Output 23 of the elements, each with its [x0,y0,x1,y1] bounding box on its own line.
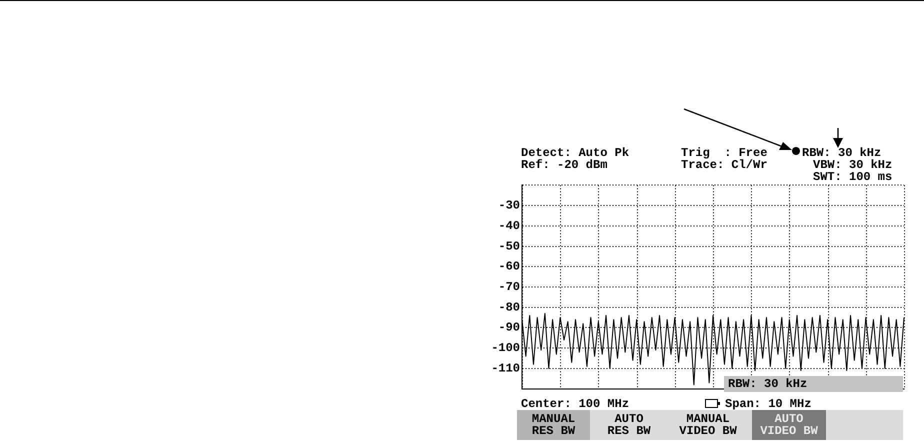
text: Detect: Auto Pk [521,146,630,160]
text: SWT: 100 ms [813,170,892,184]
text: Trace: Cl/Wr [681,158,768,172]
y-tick-label: -30 [498,198,520,213]
y-tick-label: -50 [498,239,520,254]
text: Trig : Free [681,146,768,160]
text: AUTO VIDEO BW [752,410,826,440]
y-tick-label: -70 [498,280,520,294]
text: MANUAL VIDEO BW [678,411,738,440]
annotation: RBW: 30 kHz [728,377,808,391]
text: Ref: -20 dBm [521,158,608,172]
text: Span: 10 MHz [725,397,812,411]
y-tick-label: -90 [498,320,520,335]
y-tick-label: -80 [498,300,520,314]
text: VBW: 30 kHz [813,158,892,172]
y-tick-label: -110 [491,361,520,376]
text: RBW: 30 kHz [802,146,882,160]
y-tick-label: -60 [498,260,520,274]
text: AUTO RES BW [606,411,652,440]
y-tick-label: -100 [491,341,520,356]
text: Center: 100 MHz [521,397,630,411]
text: MANUAL RES BW [517,410,590,440]
y-tick-label: -40 [498,218,520,233]
